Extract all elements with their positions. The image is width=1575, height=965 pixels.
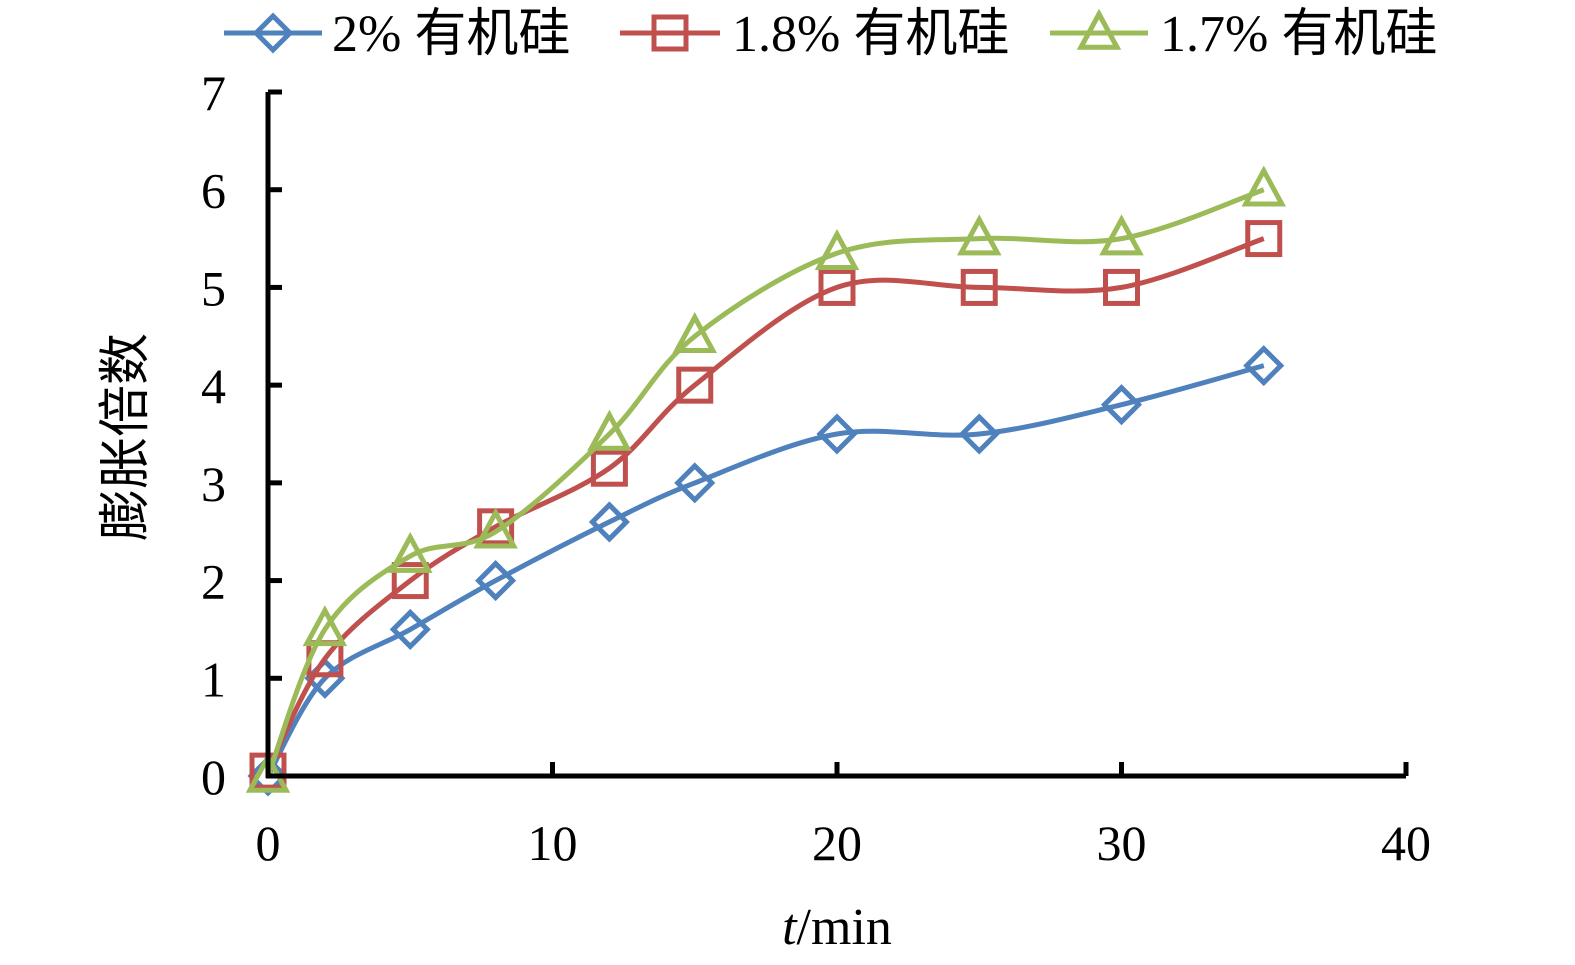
x-tick-label: 0	[256, 815, 281, 871]
series-line	[265, 187, 1265, 777]
series-line	[265, 236, 1265, 773]
x-tick-label: 20	[812, 815, 862, 871]
data-point-square	[676, 366, 714, 404]
legend-item: 1.8% 有机硅	[620, 6, 1009, 63]
data-point-triangle	[672, 312, 718, 354]
legend-marker-diamond	[252, 12, 294, 54]
y-tick-label: 5	[201, 260, 226, 316]
data-point-triangle	[814, 228, 860, 270]
y-tick-label: 0	[201, 749, 226, 805]
data-point-triangle	[956, 214, 1002, 256]
axes: 0 1 2 3 4 5 6 7 0 10 20 30 40	[201, 65, 1431, 871]
legend-item: 1.7% 有机硅	[1050, 6, 1437, 63]
data-point-square	[391, 562, 429, 600]
data-point-diamond	[816, 413, 858, 455]
y-tick-label: 3	[201, 456, 226, 512]
legend-marker-triangle	[1076, 8, 1122, 50]
data-point-triangle	[473, 507, 518, 549]
data-point-square	[590, 449, 628, 487]
y-tick-label: 7	[201, 65, 226, 121]
y-tick-label: 1	[201, 651, 226, 707]
y-tick-label: 2	[201, 554, 226, 610]
data-point-diamond	[674, 462, 716, 504]
legend: 2% 有机硅 1.8% 有机硅 1.7% 有机硅	[224, 6, 1437, 63]
data-point-diamond	[958, 413, 1000, 455]
data-point-diamond	[389, 608, 431, 650]
y-axis-title: 膨胀倍数	[98, 333, 155, 541]
legend-label: 2% 有机硅	[332, 6, 570, 63]
data-point-triangle	[387, 531, 433, 573]
data-point-square	[1103, 268, 1140, 306]
series-diamond	[247, 345, 1285, 797]
y-tick-label: 6	[201, 163, 226, 219]
legend-marker-square	[651, 14, 689, 52]
data-point-diamond	[475, 560, 517, 602]
legend-label: 1.8% 有机硅	[732, 6, 1009, 63]
data-point-square	[818, 268, 856, 306]
x-tick-label: 40	[1381, 815, 1431, 871]
x-ticks: 0 10 20 30 40	[256, 762, 1431, 871]
series-layer	[245, 165, 1287, 797]
x-axis-title-unit: /min	[797, 899, 892, 956]
x-tick-label: 30	[1097, 815, 1147, 871]
data-point-diamond	[1100, 384, 1143, 426]
series-triangle	[245, 165, 1287, 793]
data-point-square	[960, 268, 998, 306]
data-point-square	[1245, 220, 1283, 258]
x-axis-title-italic: t	[782, 899, 798, 956]
series-square	[249, 220, 1283, 790]
x-tick-label: 10	[528, 815, 578, 871]
data-point-diamond	[247, 755, 289, 797]
y-tick-label: 4	[201, 358, 226, 414]
data-point-diamond	[588, 501, 630, 543]
legend-item: 2% 有机硅	[224, 6, 570, 63]
data-point-triangle	[1241, 165, 1287, 207]
data-point-diamond	[1243, 345, 1285, 387]
legend-label: 1.7% 有机硅	[1160, 6, 1437, 63]
data-point-triangle	[1099, 214, 1144, 256]
data-point-triangle	[587, 409, 632, 451]
x-axis-title: t/min	[782, 899, 892, 956]
data-point-triangle	[302, 605, 348, 647]
y-ticks: 0 1 2 3 4 5 6 7	[201, 65, 282, 805]
